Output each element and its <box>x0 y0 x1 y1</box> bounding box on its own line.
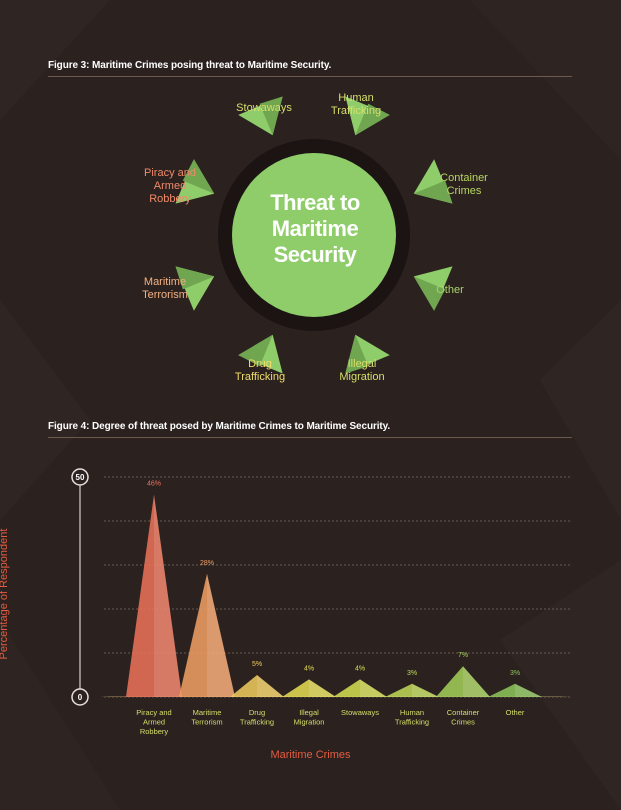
y-tick-marker <box>71 468 89 486</box>
peak-mark <box>126 494 182 697</box>
y-tick-marker <box>71 688 89 706</box>
peak-mark <box>230 675 284 697</box>
wheel-label: Stowaways <box>236 102 292 114</box>
wheel-arrow <box>345 96 390 136</box>
figure4-divider <box>48 437 572 438</box>
center-line-1: Threat to <box>270 190 360 215</box>
x-axis-label: Maritime Crimes <box>270 749 351 761</box>
peak-mark <box>179 573 235 697</box>
category-label: Drug Trafficking <box>240 708 274 727</box>
value-label: 46% <box>147 481 161 488</box>
value-label: 3% <box>407 670 417 677</box>
wheel-label: Illegal Migration <box>339 358 385 383</box>
wheel-core <box>232 153 396 317</box>
wheel-arrow <box>238 96 283 136</box>
y-axis-label: Percentage of Respondent <box>0 528 10 660</box>
center-line-3: Security <box>273 242 357 267</box>
peak-mark <box>385 683 439 697</box>
wheel-label: Piracy and Armed Robbery <box>144 167 196 205</box>
category-label: Illegal Migration <box>294 708 325 727</box>
value-label: 4% <box>355 665 365 672</box>
peak-mark <box>436 666 490 697</box>
wheel-label: Human Trafficking <box>330 92 382 117</box>
wheel-arrow <box>175 266 215 311</box>
wheel-label: Container Crimes <box>440 172 488 197</box>
value-label: 5% <box>252 661 262 668</box>
wheel-arrow <box>175 159 215 204</box>
wheel-label: Drug Trafficking <box>234 358 286 383</box>
category-label: Stowaways <box>341 708 379 717</box>
peak-mark <box>333 679 387 697</box>
figure3-divider <box>48 76 572 77</box>
y-tick-label: 50 <box>76 473 85 482</box>
wheel-arrow <box>413 159 453 204</box>
peak-mark <box>488 683 542 697</box>
category-label: Piracy and Armed Robbery <box>136 708 171 736</box>
wheel-label: Other <box>436 284 464 296</box>
wheel-arrow <box>345 334 390 374</box>
wheel-label: Maritime Terrorism <box>142 276 188 301</box>
threat-degree-chart: 50 0 46% Piracy and Armed Robbery 28% Maritime T… <box>71 468 570 736</box>
wheel-arrow <box>413 266 453 311</box>
peak-mark <box>282 679 336 697</box>
category-label: Container Crimes <box>447 708 480 727</box>
category-label: Human Trafficking <box>395 708 429 727</box>
category-label: Other <box>506 708 525 717</box>
wheel-arrow <box>238 334 283 374</box>
value-label: 4% <box>304 665 314 672</box>
y-tick-label: 0 <box>78 693 83 702</box>
category-label: Maritime Terrorism <box>191 708 222 727</box>
figure3-title: Figure 3: Maritime Crimes posing threat … <box>48 60 332 71</box>
figure4-title: Figure 4: Degree of threat posed by Mari… <box>48 421 391 432</box>
threat-wheel <box>175 96 453 374</box>
value-label: 7% <box>458 652 468 659</box>
threat-wheel-diagram: Threat to Maritime Security Stowaways Hum… <box>142 92 488 383</box>
center-line-2: Maritime <box>271 216 359 241</box>
value-label: 28% <box>200 560 214 567</box>
wheel-center-text: Threat to Maritime Security <box>230 190 400 268</box>
value-label: 3% <box>510 670 520 677</box>
